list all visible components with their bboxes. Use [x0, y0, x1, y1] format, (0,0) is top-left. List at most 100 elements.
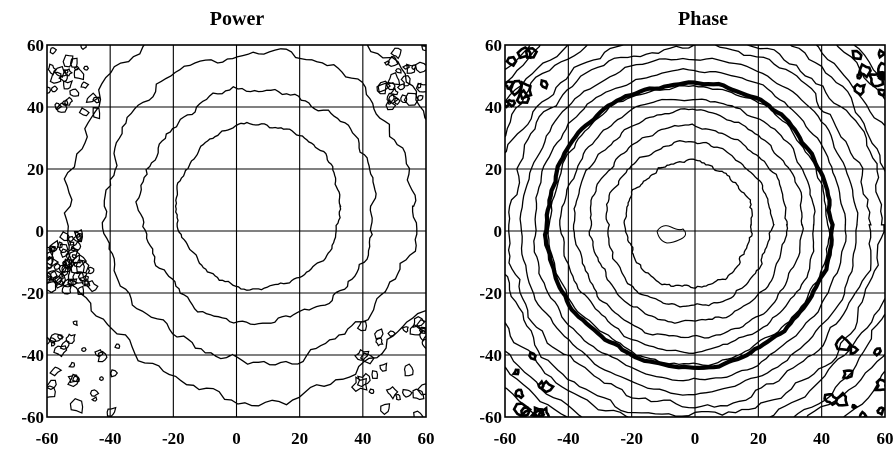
y-tick-label: 40 [27, 98, 44, 117]
contour-line [505, 45, 885, 417]
noise-contour [511, 368, 520, 376]
x-tick-label: -20 [162, 429, 185, 448]
phase-title: Phase [678, 8, 728, 30]
noise-contour [87, 266, 95, 275]
noise-contour [61, 263, 71, 274]
noise-contour [87, 279, 99, 293]
noise-contour [401, 64, 411, 70]
noise-contour [72, 271, 87, 284]
noise-contour [421, 338, 426, 350]
x-tick-label: -60 [494, 429, 517, 448]
noise-contour [515, 88, 531, 105]
noise-contour [81, 347, 87, 353]
noise-contour [58, 243, 69, 254]
x-tick-label: 40 [354, 429, 371, 448]
noise-contour [65, 333, 76, 345]
x-tick-label: 60 [418, 429, 435, 448]
noise-contour [50, 269, 65, 285]
noise-contour [396, 83, 406, 91]
phase-plot-area [505, 45, 885, 417]
contour-line [533, 68, 847, 382]
noise-contour [401, 326, 409, 333]
noise-contour [412, 388, 425, 401]
contour-line [547, 85, 831, 367]
noise-contour [418, 326, 426, 334]
noise-contour [61, 99, 69, 107]
y-tick-label: 20 [485, 160, 502, 179]
noise-contour [61, 258, 71, 269]
noise-contour [60, 248, 70, 258]
noise-contour [67, 279, 79, 287]
noise-contour [851, 49, 863, 61]
noise-contour [78, 107, 90, 117]
contour-line [572, 108, 804, 339]
noise-contour [356, 320, 368, 332]
x-tick-label: -20 [620, 429, 643, 448]
noise-contour [876, 406, 885, 417]
noise-contour [92, 96, 100, 104]
x-tick-label: 40 [813, 429, 830, 448]
noise-contour [85, 92, 99, 103]
noise-contour [47, 336, 51, 345]
noise-contour [389, 87, 399, 96]
noise-contour [834, 334, 853, 352]
noise-contour [82, 65, 90, 71]
noise-contour [872, 347, 883, 358]
noise-contour [70, 245, 76, 252]
contour-line [507, 45, 872, 409]
noise-contour [53, 262, 61, 271]
noise-contour [394, 97, 401, 106]
contour-line [174, 121, 342, 291]
contour-line [505, 45, 885, 417]
noise-contour [49, 239, 59, 253]
phase-panel: Phase -60 -40 -20 0 20 40 60 60 40 20 0 -20 -40 -60 [479, 8, 893, 448]
noise-contour [69, 88, 80, 97]
x-tick-label: -40 [99, 429, 122, 448]
noise-contour [387, 99, 393, 105]
noise-contour [58, 264, 67, 273]
contour-line [623, 158, 753, 289]
noise-contour [379, 362, 388, 372]
noise-contour [76, 285, 85, 296]
contour-line [505, 45, 885, 417]
x-tick-label: 20 [291, 429, 308, 448]
noise-contour [539, 78, 549, 90]
noise-contour [47, 255, 60, 269]
noise-contour [529, 405, 545, 417]
noise-contour [376, 82, 387, 95]
noise-contour [416, 383, 426, 396]
noise-contour [61, 278, 74, 288]
noise-contour [92, 107, 101, 120]
noise-contour [56, 102, 68, 113]
noise-contour [80, 45, 87, 51]
contour-line [101, 48, 418, 366]
noise-contour [114, 343, 121, 349]
noise-contour [400, 75, 411, 87]
noise-contour [80, 81, 90, 89]
noise-contour [64, 258, 76, 268]
y-tick-label: -20 [479, 284, 502, 303]
noise-contour [841, 369, 854, 380]
contour-line [559, 98, 816, 354]
noise-contour [110, 369, 119, 378]
noise-contour [51, 341, 56, 347]
noise-contour [374, 328, 384, 340]
noise-contour [69, 397, 84, 414]
x-tick-label: 0 [232, 429, 241, 448]
noise-contour [354, 348, 370, 361]
highlighted-contour-line [542, 80, 835, 371]
noise-contour [849, 344, 860, 356]
noise-contour [53, 345, 68, 358]
power-title: Power [210, 8, 265, 30]
noise-contour [68, 361, 76, 368]
noise-contour [47, 276, 51, 284]
noise-contour [47, 63, 58, 76]
noise-contour [72, 254, 88, 268]
y-tick-label: 60 [27, 36, 44, 55]
noise-contour [400, 94, 408, 104]
noise-contour [858, 410, 868, 417]
noise-contour [417, 94, 424, 101]
contour-line [135, 86, 377, 326]
noise-contour [71, 240, 82, 252]
